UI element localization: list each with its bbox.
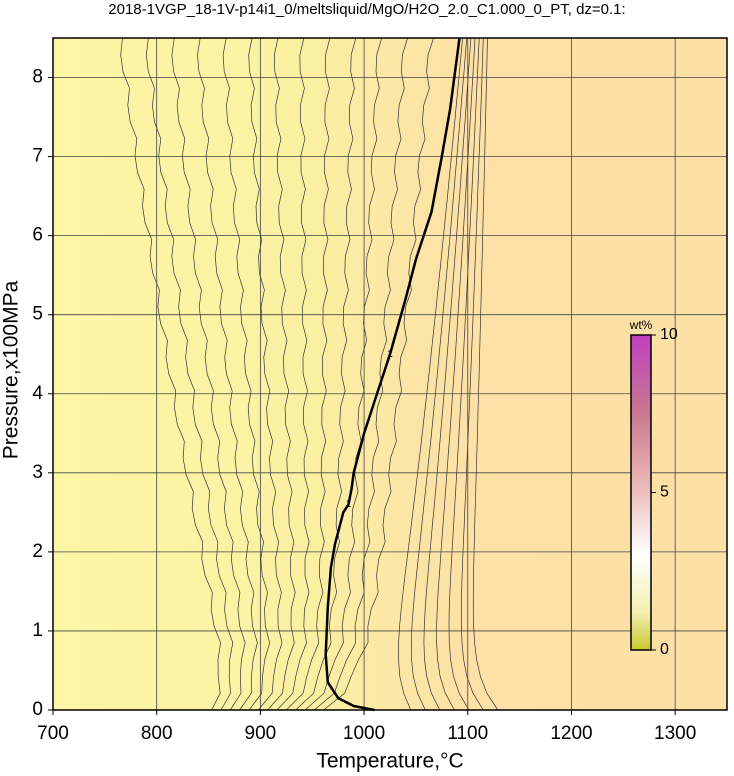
contour-line <box>323 37 434 711</box>
y-tick-label: 6 <box>32 225 43 246</box>
y-axis-label: Pressure,x100MPa <box>0 280 23 459</box>
contour-line <box>410 37 468 711</box>
plot-frame <box>52 37 728 711</box>
contour-line <box>295 37 357 711</box>
contour-line <box>423 37 472 711</box>
plot-background <box>53 38 727 710</box>
y-tick-label: 8 <box>32 67 43 88</box>
colorbar <box>630 334 652 651</box>
contour-line <box>222 37 271 711</box>
contour-line <box>314 37 408 711</box>
contour-line <box>398 37 463 711</box>
y-tick-label: 7 <box>32 146 43 167</box>
contour-label: 1 <box>346 499 352 510</box>
y-tick-label: 5 <box>32 304 43 325</box>
x-tick-label: 1300 <box>654 723 696 744</box>
colorbar-tick-label: 0 <box>660 641 669 658</box>
contour-line <box>171 37 246 711</box>
contour-line <box>276 37 310 711</box>
contour-line <box>472 37 499 711</box>
contour-line <box>248 37 283 711</box>
contour-line <box>120 37 221 711</box>
contour-line <box>145 37 234 711</box>
y-tick-label: 1 <box>32 620 43 641</box>
y-tick-label: 2 <box>32 541 43 562</box>
x-tick-label: 1200 <box>550 723 592 744</box>
y-tick-label: 0 <box>32 699 43 720</box>
colorbar-label: wt% <box>629 318 653 332</box>
y-tick-label: 3 <box>32 462 43 483</box>
x-tick-label: 800 <box>141 723 173 744</box>
chart-title: 2018-1VGP_18-1V-p14i1_0/meltsliquid/MgO/… <box>108 1 625 18</box>
contour <box>324 37 461 712</box>
contour-line <box>448 37 480 711</box>
x-axis-label: Temperature,°C <box>316 750 463 773</box>
colorbar-tick-label: 5 <box>660 484 669 501</box>
contour-line <box>286 37 331 711</box>
contour-line <box>460 37 484 711</box>
x-tick-label: 900 <box>245 723 277 744</box>
contour-line <box>267 37 296 711</box>
x-tick-label: 700 <box>37 723 69 744</box>
contour-line <box>304 37 383 711</box>
colorbar-tick-label: 10 <box>660 326 678 343</box>
y-tick-label: 4 <box>32 383 43 404</box>
contour-line <box>436 37 476 711</box>
x-tick-label: 1100 <box>447 723 488 744</box>
contour-label: 1 <box>387 349 393 360</box>
x-tick-label: 1000 <box>343 723 385 744</box>
contour-line <box>197 37 258 711</box>
